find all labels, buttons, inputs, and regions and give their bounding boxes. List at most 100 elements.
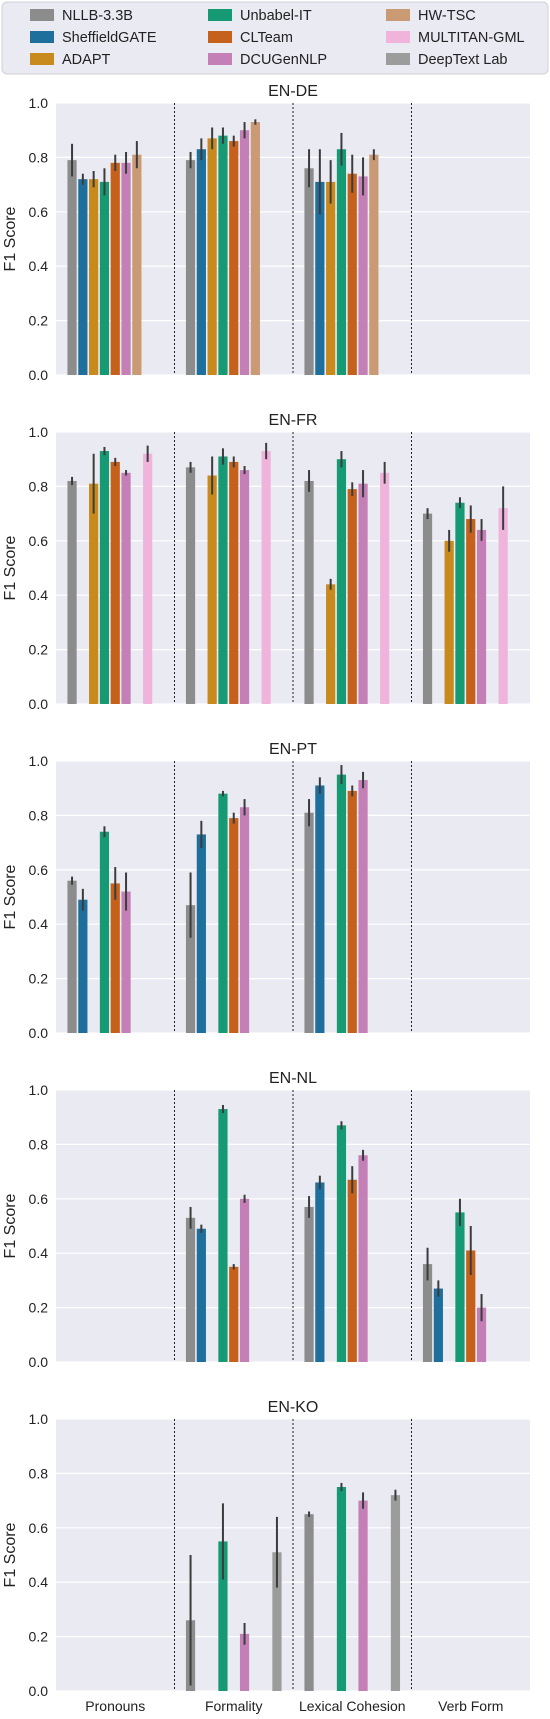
bar xyxy=(229,461,239,704)
bar xyxy=(67,880,77,1033)
y-tick-label: 0.4 xyxy=(29,587,49,603)
bar xyxy=(229,141,239,375)
legend-swatch xyxy=(30,31,54,43)
bar xyxy=(132,154,142,375)
y-tick-label: 1.0 xyxy=(29,753,49,769)
bar xyxy=(196,834,206,1033)
bar xyxy=(358,780,368,1033)
bar xyxy=(110,883,120,1033)
y-axis-label: F1 Score xyxy=(2,206,19,271)
legend-swatch xyxy=(386,53,410,65)
legend-label: HW-TSC xyxy=(418,8,476,24)
bar xyxy=(207,138,217,375)
legend-swatch xyxy=(386,9,410,21)
bar xyxy=(304,1514,314,1691)
bar xyxy=(250,122,260,375)
y-tick-label: 0.2 xyxy=(29,313,49,329)
bar xyxy=(444,540,454,704)
bar xyxy=(304,812,314,1033)
bar xyxy=(498,508,508,704)
y-tick-label: 1.0 xyxy=(29,424,49,440)
legend-label: DCUGenNLP xyxy=(240,52,327,68)
bar xyxy=(476,529,487,704)
bar xyxy=(218,135,228,375)
y-axis-label: F1 Score xyxy=(2,1522,19,1587)
legend-label: DeepText Lab xyxy=(418,52,507,68)
y-tick-label: 0.8 xyxy=(29,1465,49,1481)
legend-swatch xyxy=(208,31,232,43)
legend-swatch xyxy=(386,31,410,43)
bar xyxy=(336,459,347,704)
bar xyxy=(476,1307,487,1362)
y-tick-label: 0.0 xyxy=(29,1025,49,1041)
bar xyxy=(358,1155,368,1362)
y-tick-label: 0.8 xyxy=(29,807,49,823)
bar xyxy=(239,1633,250,1691)
bar xyxy=(326,584,336,704)
bar xyxy=(304,1206,314,1362)
bar xyxy=(196,1228,206,1362)
legend-label: NLLB-3.3B xyxy=(62,8,133,24)
bar xyxy=(336,149,347,375)
bar xyxy=(185,905,196,1033)
bar xyxy=(99,451,110,704)
bar xyxy=(390,1495,401,1691)
y-tick-label: 0.0 xyxy=(29,696,49,712)
y-axis-label: F1 Score xyxy=(2,1193,19,1258)
bar xyxy=(207,475,217,704)
legend-label: CLTeam xyxy=(240,30,293,46)
bar xyxy=(422,1264,433,1362)
bar xyxy=(336,1125,347,1362)
y-tick-label: 0.4 xyxy=(29,1574,49,1590)
bar xyxy=(304,168,314,375)
bar xyxy=(347,489,357,704)
y-tick-label: 0.6 xyxy=(29,1520,49,1536)
panel-title: EN-DE xyxy=(268,83,318,100)
panel-title: EN-PT xyxy=(269,741,317,758)
bar xyxy=(380,472,390,704)
bar xyxy=(239,807,250,1033)
y-tick-label: 0.6 xyxy=(29,533,49,549)
bar xyxy=(422,513,433,704)
bar xyxy=(229,818,239,1033)
bar xyxy=(304,480,314,704)
bar xyxy=(185,160,196,375)
bar xyxy=(466,519,476,704)
bar xyxy=(229,1266,239,1362)
panel-title: EN-KO xyxy=(268,1399,319,1416)
bar xyxy=(369,154,379,375)
y-tick-label: 0.8 xyxy=(29,478,49,494)
bar xyxy=(455,1212,465,1362)
bar xyxy=(110,162,120,375)
legend-label: Unbabel-IT xyxy=(240,8,312,24)
y-tick-label: 1.0 xyxy=(29,1082,49,1098)
bar xyxy=(358,176,368,375)
y-tick-label: 0.0 xyxy=(29,1683,49,1699)
legend-swatch xyxy=(30,53,54,65)
y-tick-label: 0.6 xyxy=(29,1191,49,1207)
y-tick-label: 0.0 xyxy=(29,1354,49,1370)
bar xyxy=(239,1198,250,1362)
panel-title: EN-NL xyxy=(269,1070,317,1087)
legend-swatch xyxy=(208,53,232,65)
bar xyxy=(261,451,271,704)
bar xyxy=(272,1552,282,1691)
y-tick-label: 0.2 xyxy=(29,1300,49,1316)
y-tick-label: 0.8 xyxy=(29,149,49,165)
bar xyxy=(347,173,357,375)
bar xyxy=(89,179,99,375)
y-tick-label: 0.2 xyxy=(29,971,49,987)
bar xyxy=(99,831,110,1033)
x-tick-label: Verb Form xyxy=(438,1698,503,1714)
bar xyxy=(67,480,77,704)
bar xyxy=(121,472,131,704)
y-axis-label: F1 Score xyxy=(2,535,19,600)
bar xyxy=(196,149,206,375)
bar xyxy=(315,1182,325,1362)
bar xyxy=(466,1250,476,1362)
bar xyxy=(78,179,88,375)
y-tick-label: 0.4 xyxy=(29,1245,49,1261)
bar xyxy=(218,456,228,704)
legend-label: ADAPT xyxy=(62,52,110,68)
